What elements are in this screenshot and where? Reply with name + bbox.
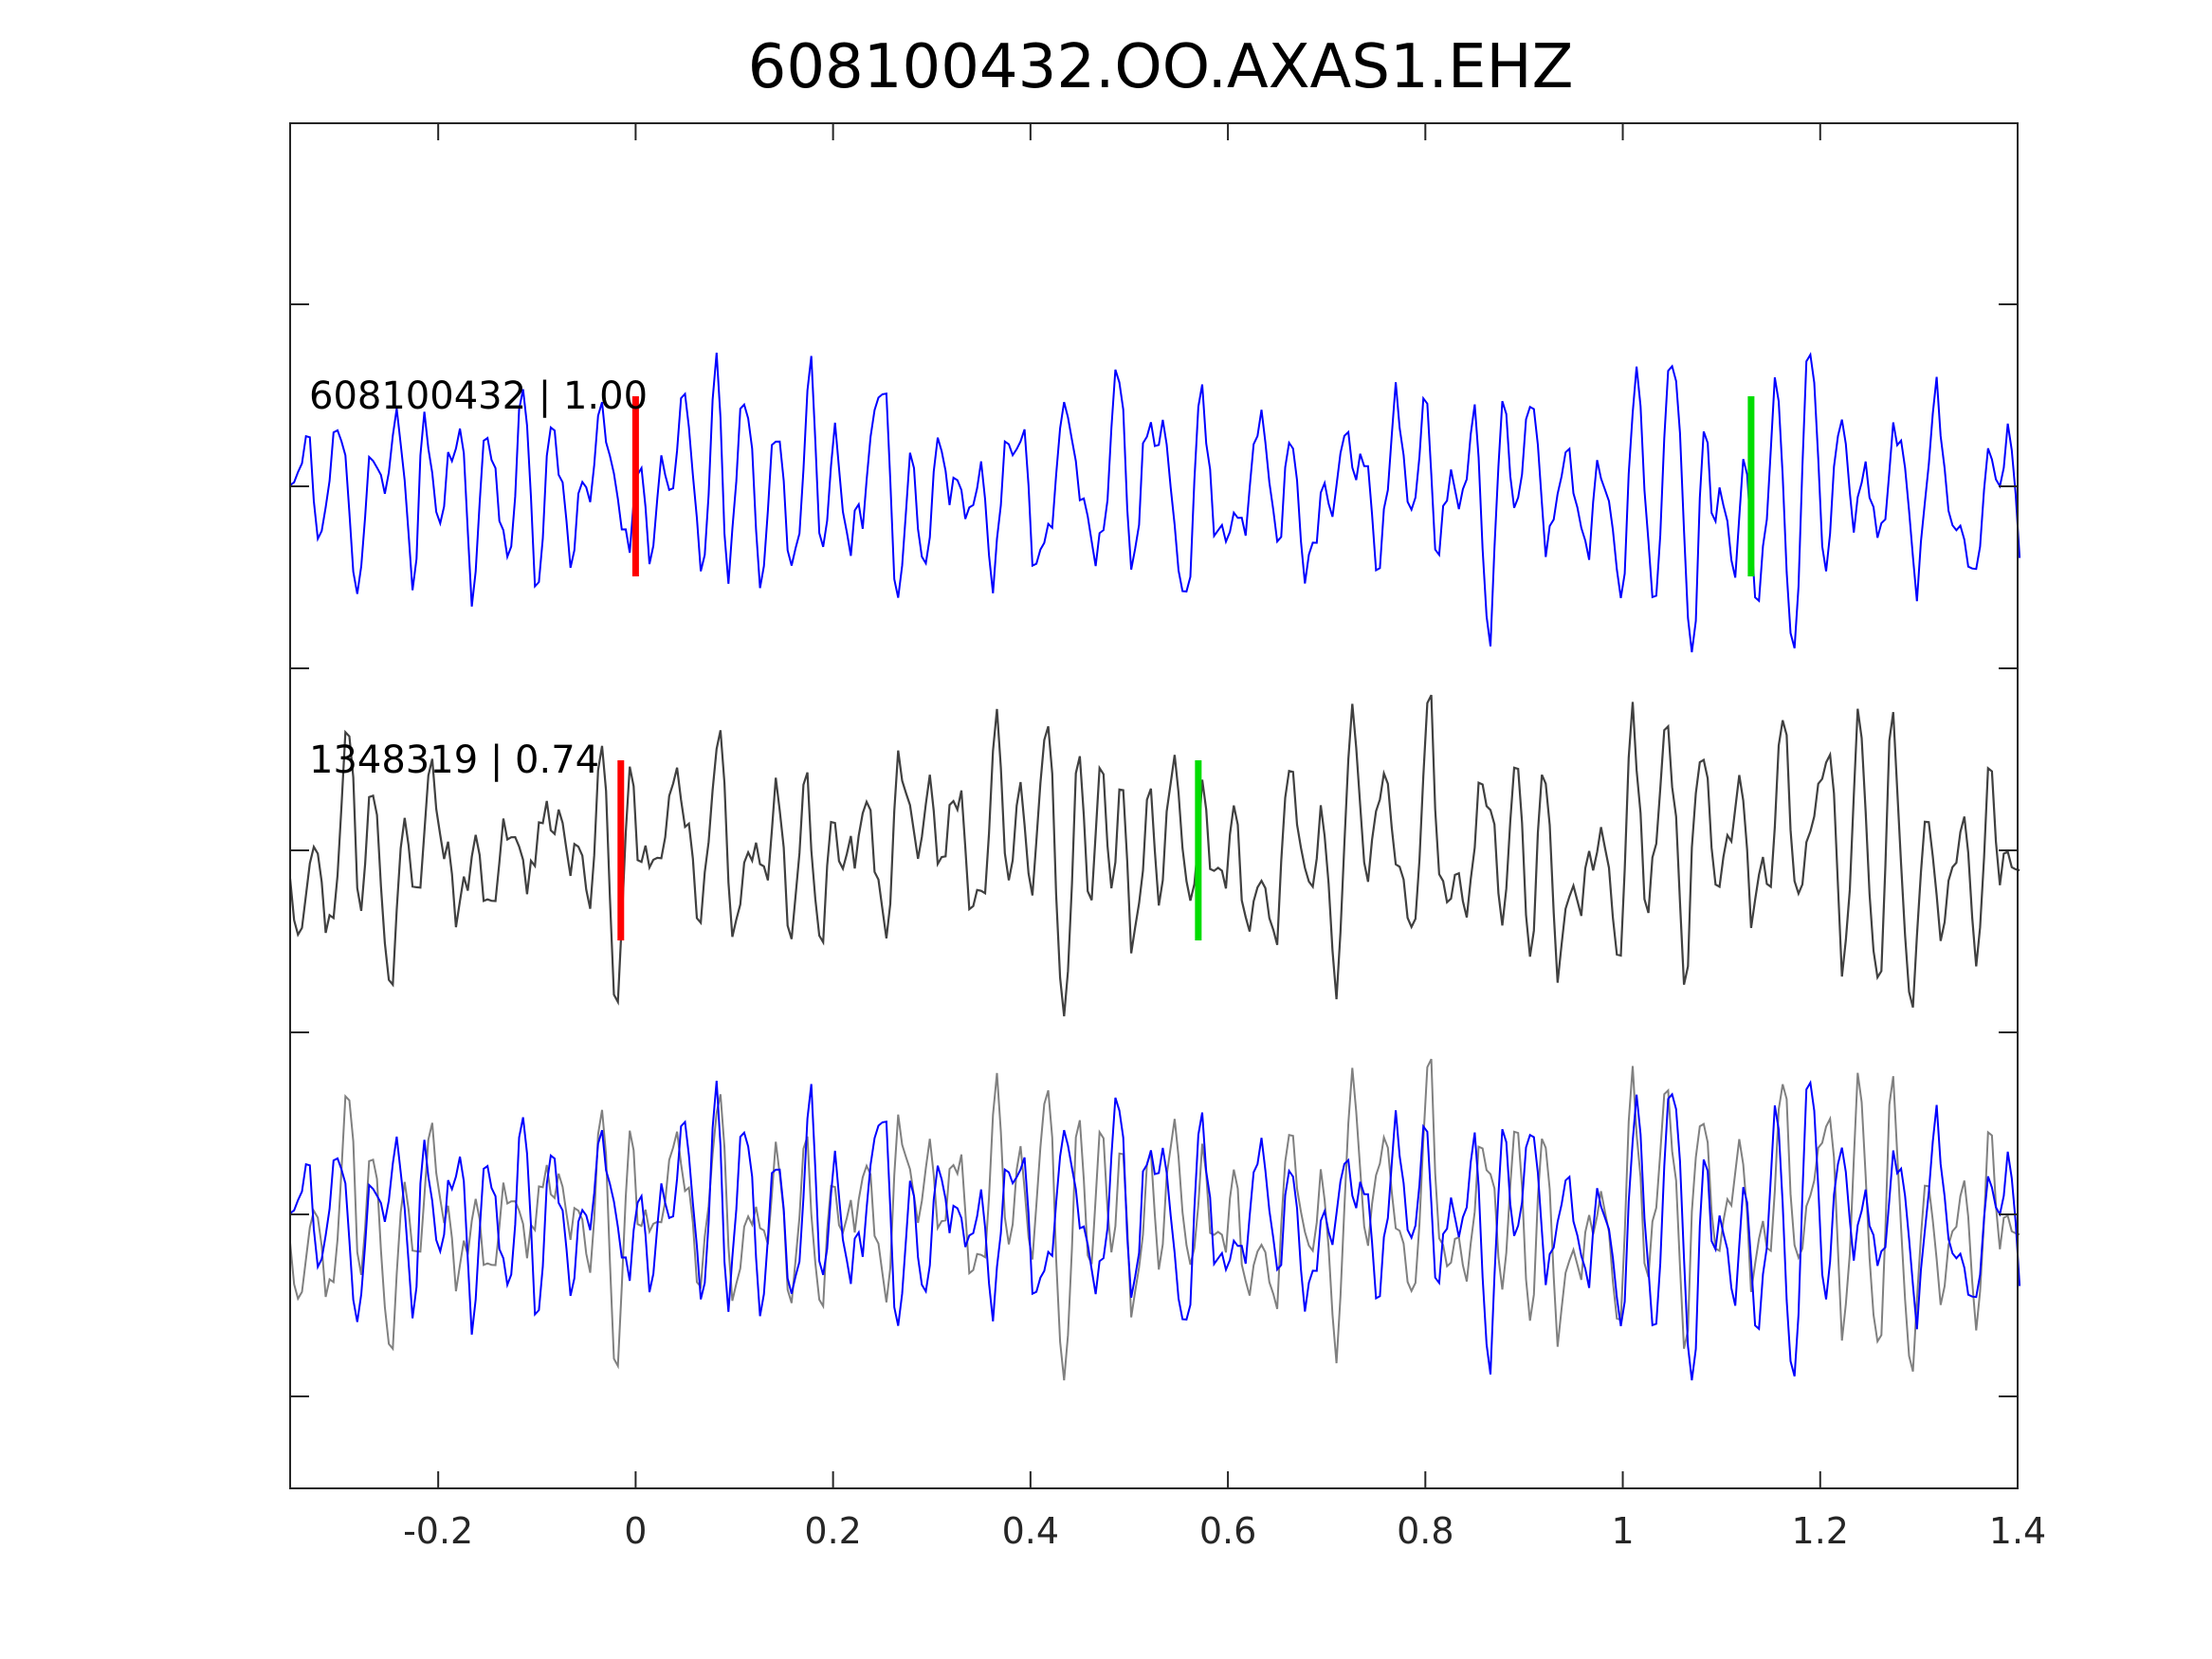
x-tick-label: 0.6 <box>1199 1510 1256 1552</box>
trace-labels-layer: 608100432 | 1.00 1348319 | 0.74 <box>309 374 648 782</box>
trace-label-top: 608100432 | 1.00 <box>309 374 648 418</box>
picks-layer <box>617 396 1755 940</box>
x-tick-label: 1.4 <box>1989 1510 2046 1552</box>
axis-ticks-layer: -0.2 0 0.2 0.4 0.6 0.8 1 1.2 1.4 <box>290 123 2046 1552</box>
trace-overlay-gray <box>289 1058 2020 1381</box>
x-tick-label: 0.8 <box>1397 1510 1453 1552</box>
x-tick-label: 0.2 <box>804 1510 861 1552</box>
x-tick-label: 0 <box>624 1510 647 1552</box>
x-tick-label: 0.4 <box>1002 1510 1059 1552</box>
chart-title: 608100432.OO.AXAS1.EHZ <box>748 32 1574 102</box>
trace-label-middle: 1348319 | 0.74 <box>309 738 599 782</box>
trace-top <box>289 352 2021 653</box>
plot-frame <box>289 122 2019 1489</box>
x-tick-label: 1 <box>1611 1510 1634 1552</box>
trace-middle <box>288 694 2020 1017</box>
traces-layer <box>288 352 2021 1381</box>
trace-overlay-blue <box>289 1080 2021 1381</box>
x-tick-label: -0.2 <box>403 1510 473 1552</box>
x-tick-label: 1.2 <box>1792 1510 1849 1552</box>
